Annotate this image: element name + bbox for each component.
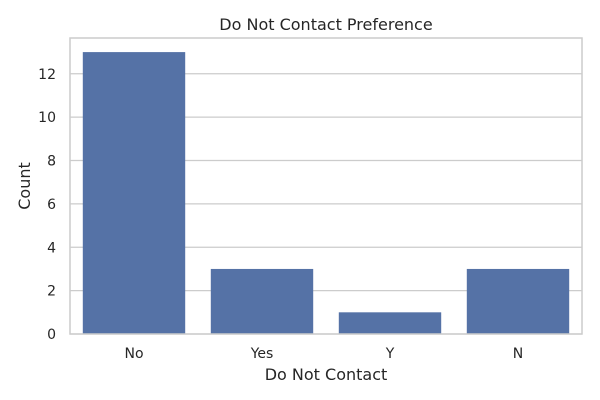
y-tick-label: 6: [47, 197, 56, 213]
x-axis-title: Do Not Contact: [265, 365, 388, 384]
x-tick-label: N: [513, 346, 523, 362]
x-tick-labels: No Yes Y N: [124, 346, 523, 362]
plot-frame: [69, 37, 583, 335]
bar-y: [338, 312, 442, 334]
y-tick-labels: 0 2 4 6 8 10 12: [38, 67, 56, 343]
y-tick-label: 4: [47, 240, 56, 256]
bar-yes: [210, 268, 314, 334]
bar-layer: [82, 52, 570, 334]
y-tick-label: 8: [47, 154, 56, 170]
y-tick-label: 0: [47, 327, 56, 343]
x-tick-label: No: [124, 346, 143, 362]
bar-no: [82, 52, 186, 334]
y-axis-title: Count: [15, 162, 34, 210]
y-tick-label: 10: [38, 110, 56, 126]
bar-n: [466, 268, 570, 334]
y-tick-label: 2: [47, 284, 56, 300]
x-tick-label: Y: [385, 346, 395, 362]
y-tick-label: 12: [38, 67, 56, 83]
x-tick-label: Yes: [250, 346, 274, 362]
chart-title: Do Not Contact Preference: [219, 15, 432, 34]
